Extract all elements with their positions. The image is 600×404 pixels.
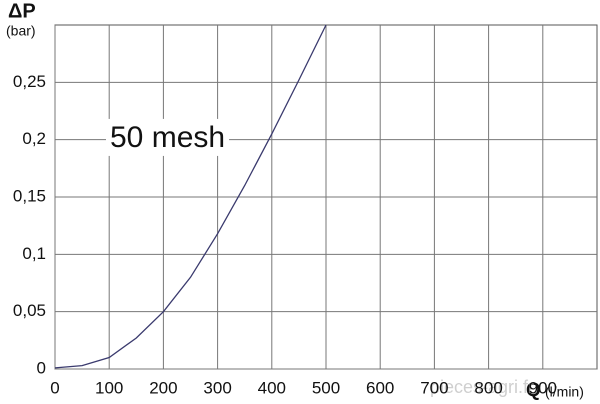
y-tick-label: 0,2	[22, 129, 46, 148]
x-axis-unit: (l/min)	[545, 384, 584, 400]
y-tick-label: 0	[37, 358, 46, 377]
y-tick-label: 0,15	[13, 186, 46, 205]
x-tick-label: 500	[312, 378, 340, 397]
x-tick-label: 200	[149, 378, 177, 397]
x-tick-label: 600	[366, 378, 394, 397]
y-tick-label: 0,25	[13, 72, 46, 91]
x-tick-label: 300	[203, 378, 231, 397]
watermark: pieces-agri.fr	[430, 377, 534, 397]
data-line	[54, 24, 327, 369]
y-tick-label: 0,1	[22, 244, 46, 263]
x-tick-label: 700	[420, 378, 448, 397]
x-tick-label: 100	[95, 378, 123, 397]
y-axis-unit: (bar)	[6, 23, 36, 39]
x-tick-label: 400	[258, 378, 286, 397]
x-tick-label: 0	[50, 378, 59, 397]
annotation-background	[106, 118, 230, 156]
x-axis-label: Q	[526, 380, 541, 401]
y-axis-label: ΔP	[8, 0, 36, 22]
y-tick-label: 0,05	[13, 301, 46, 320]
x-tick-label: 800	[474, 378, 502, 397]
annotation: 50 mesh	[110, 121, 225, 154]
x-tick-label: 900	[529, 378, 557, 397]
